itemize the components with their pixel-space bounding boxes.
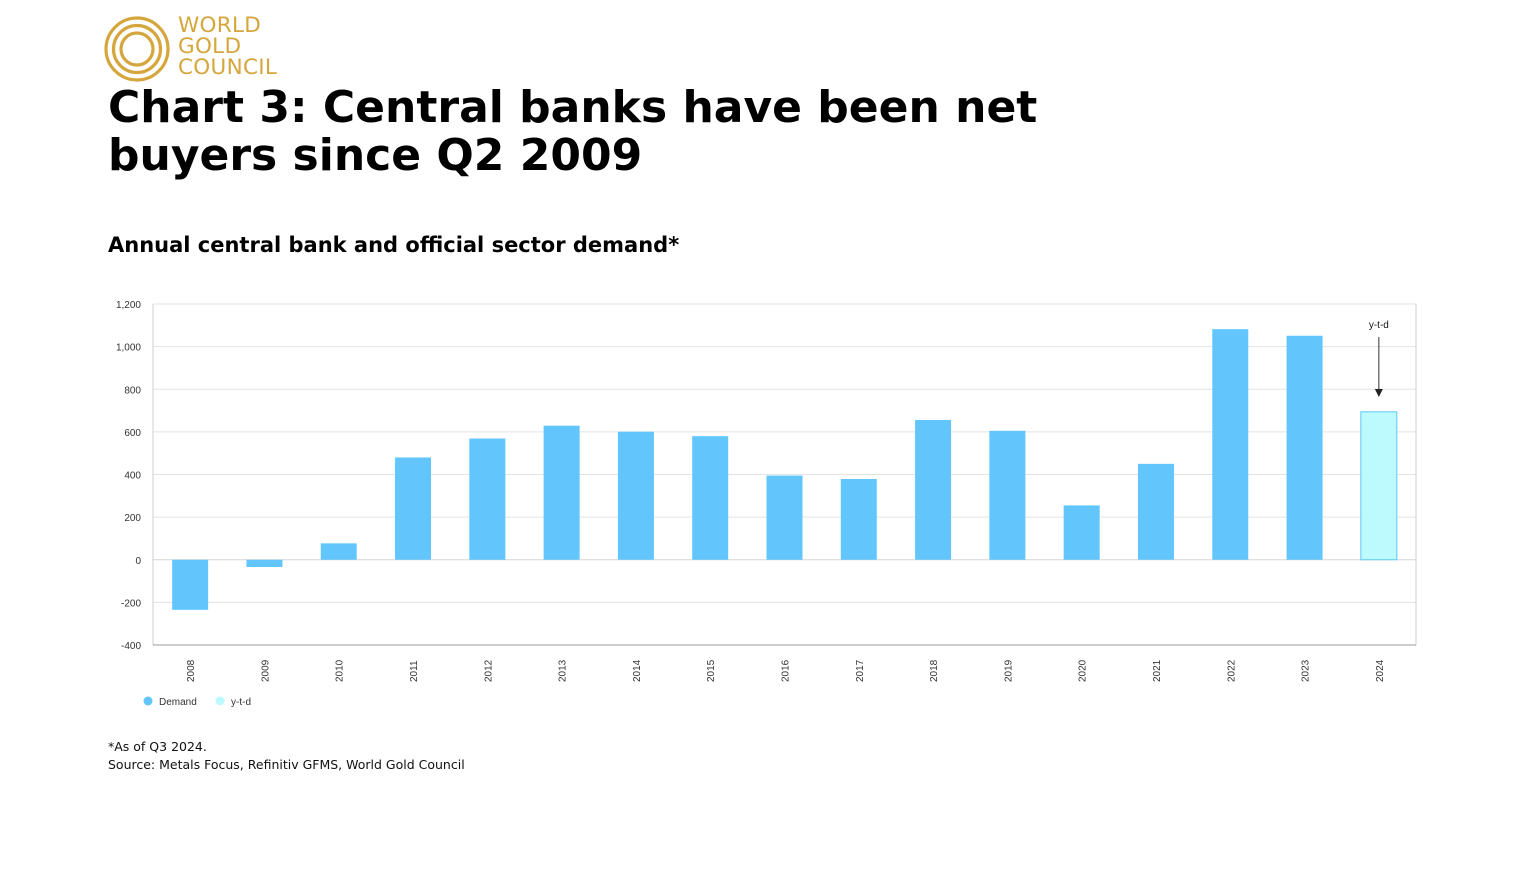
x-tick-label: 2016 (781, 659, 792, 682)
page-title: Chart 3: Central banks have been net buy… (108, 82, 1038, 181)
y-tick-label: -200 (121, 598, 141, 609)
annotation-arrowhead (1374, 389, 1383, 397)
x-tick-label: 2011 (409, 660, 420, 682)
page-title-line-2: buyers since Q2 2009 (108, 130, 643, 181)
x-tick-label: 2010 (335, 659, 346, 682)
bar-demand-2016 (766, 475, 803, 560)
x-tick-label: 2018 (929, 659, 940, 682)
annotation-label: y-t-d (1369, 320, 1389, 331)
bar-chart: -400 -200 0 200 400 600 800 1,000 1,200 2008 2009 2… (116, 300, 1417, 708)
y-tick-label: 1,000 (116, 343, 141, 354)
logo-wordmark: WORLD GOLD COUNCIL (178, 13, 298, 80)
x-tick-label: 2009 (260, 659, 271, 682)
bar-demand-2008 (172, 559, 209, 610)
x-tick-label: 2017 (855, 659, 866, 682)
x-tick-label: 2022 (1226, 659, 1237, 682)
x-tick-label: 2023 (1301, 659, 1312, 682)
bar-demand-2012 (469, 438, 506, 560)
legend-label: y-t-d (231, 697, 251, 708)
gold-rings-icon (104, 16, 170, 82)
x-tick-label: 2014 (632, 659, 643, 682)
legend-label: Demand (159, 697, 197, 708)
x-tick-label: 2012 (483, 659, 494, 682)
legend-swatch-ytd (215, 696, 225, 706)
y-tick-label: 1,200 (116, 300, 141, 311)
footnotes: *As of Q3 2024. Source: Metals Focus, Re… (108, 738, 465, 774)
y-tick-label: 0 (135, 556, 141, 567)
x-tick-label: 2013 (558, 659, 569, 682)
logo-line-council: COUNCIL (178, 55, 278, 80)
y-tick-label: 200 (124, 513, 141, 524)
x-tick-label: 2021 (1152, 659, 1163, 682)
y-tick-label: -400 (121, 641, 141, 652)
footnote-as-of: *As of Q3 2024. (108, 739, 207, 754)
x-tick-label: 2020 (1078, 659, 1089, 682)
world-gold-council-logo: WORLD GOLD COUNCIL (103, 14, 293, 84)
bar-demand-2018 (915, 419, 952, 560)
chart-subtitle: Annual central bank and official sector … (108, 233, 680, 257)
bar-demand-2010 (320, 543, 357, 560)
y-tick-label: 400 (124, 471, 141, 482)
y-tick-label: 800 (124, 385, 141, 396)
bar-demand-2023 (1286, 335, 1323, 560)
x-tick-label: 2024 (1375, 659, 1386, 682)
bar-demand-2015 (692, 436, 729, 560)
x-tick-label: 2008 (186, 659, 197, 682)
bar-demand-2011 (395, 457, 432, 560)
legend-swatch-demand (143, 696, 153, 706)
bar-demand-2020 (1063, 505, 1100, 560)
bar-demand-2022 (1212, 329, 1249, 560)
x-tick-label: 2019 (1003, 659, 1014, 682)
bar-demand-2009 (246, 559, 283, 567)
bar-demand-2013 (543, 425, 580, 560)
x-tick-label: 2015 (706, 659, 717, 682)
bar-ytd-2024 (1360, 411, 1398, 561)
bar-demand-2014 (617, 431, 654, 560)
bar-demand-2021 (1137, 463, 1174, 560)
y-tick-label: 600 (124, 428, 141, 439)
footnote-source: Source: Metals Focus, Refinitiv GFMS, Wo… (108, 757, 465, 772)
logo-line-gold: GOLD (178, 34, 242, 59)
bar-demand-2019 (989, 430, 1026, 560)
bar-demand-2017 (840, 478, 877, 560)
page-title-line-1: Chart 3: Central banks have been net (108, 82, 1038, 133)
logo-line-world: WORLD (178, 13, 262, 38)
